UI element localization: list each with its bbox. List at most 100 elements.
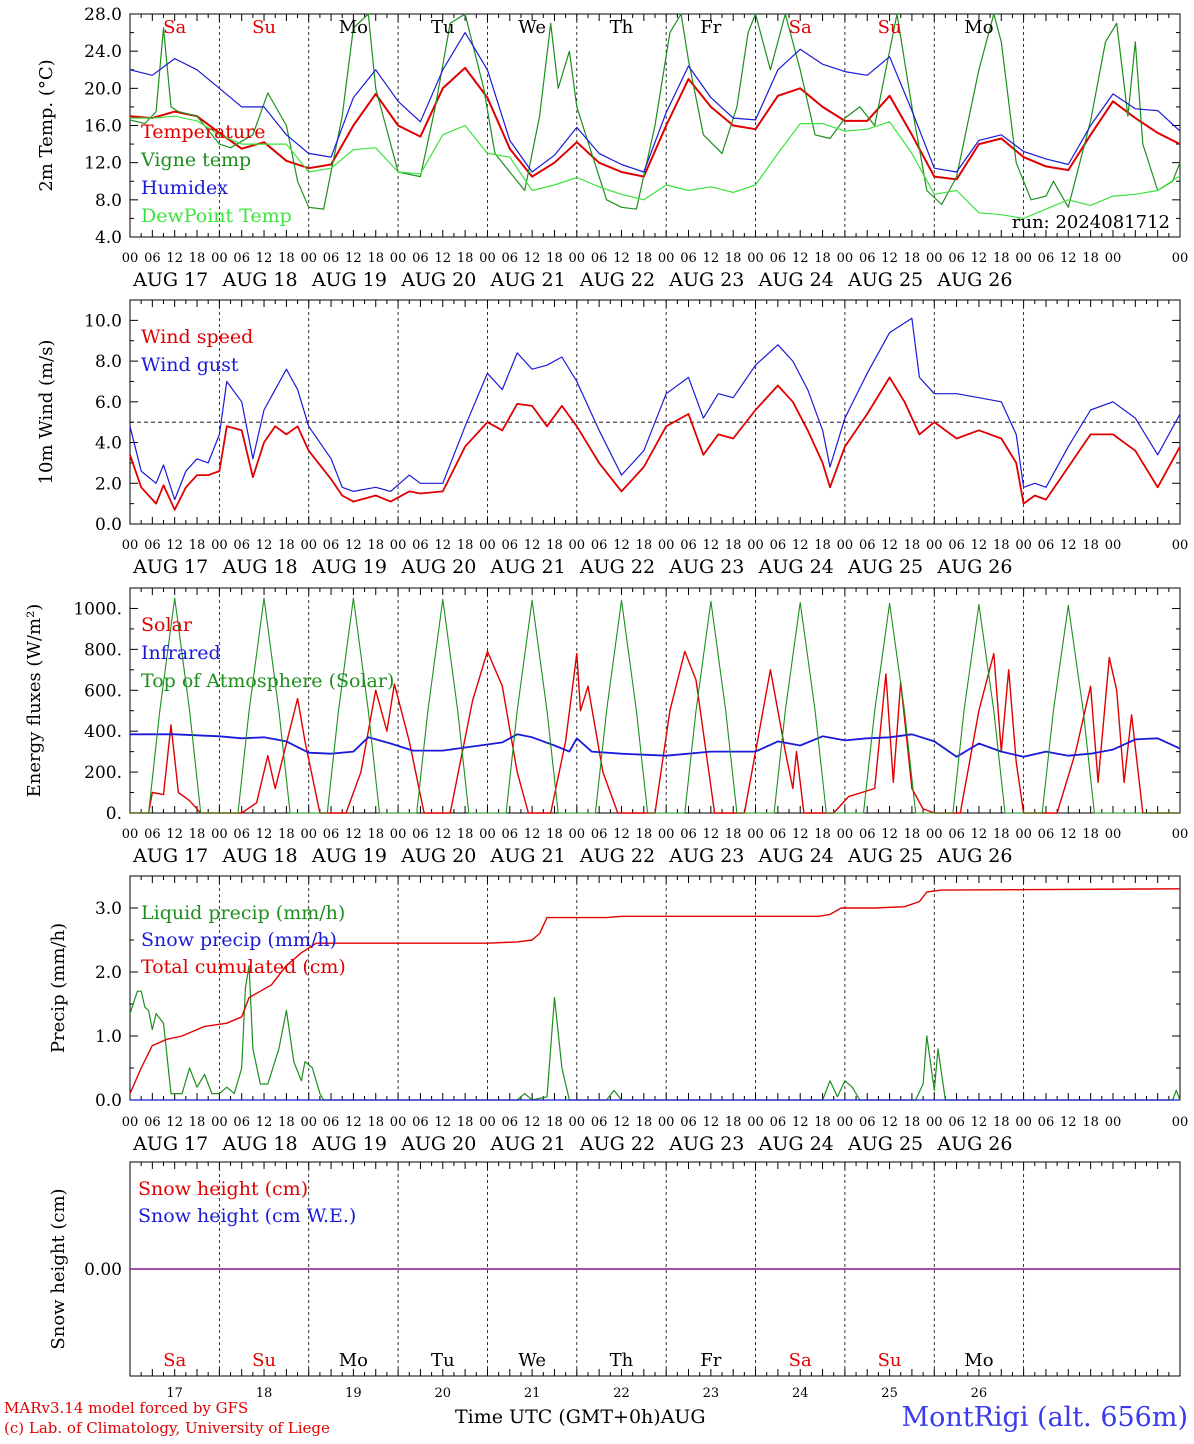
- x-date-label: AUG 24: [758, 269, 834, 291]
- x-hour-label: 00: [747, 827, 764, 842]
- x-date-label: AUG 19: [311, 1133, 387, 1155]
- x-date-label: AUG 25: [847, 845, 923, 867]
- x-hour-label: 18: [189, 827, 206, 842]
- x-date-label: AUG 21: [490, 845, 566, 867]
- x-hour-label: 12: [1060, 251, 1077, 266]
- x-date-label: AUG 18: [221, 845, 297, 867]
- x-date-label: AUG 18: [221, 1133, 297, 1155]
- x-hour-label: 12: [792, 1115, 809, 1130]
- y-axis-title-temperature: 2m Temp. (°C): [36, 59, 57, 191]
- station-name: MontRigi (alt. 656m): [901, 1402, 1188, 1433]
- x-hour-label: 18: [725, 1115, 742, 1130]
- x-hour-label: 00: [658, 251, 675, 266]
- x-hour-label: 18: [904, 827, 921, 842]
- run-label: run: 2024081712: [1012, 212, 1170, 233]
- x-date-label: AUG 22: [579, 269, 655, 291]
- x-hour-label: 18: [367, 538, 384, 553]
- x-date-label: AUG 23: [668, 269, 744, 291]
- legend-entry: Infrared: [141, 642, 221, 664]
- x-hour-label: 00: [837, 538, 854, 553]
- x-hour-label: 18: [993, 1115, 1010, 1130]
- x-hour-label: 18: [636, 538, 653, 553]
- weekday-label: Mo: [339, 17, 368, 38]
- x-hour-label: 00: [658, 1115, 675, 1130]
- x-hour-label: 00: [1105, 538, 1122, 553]
- x-hour-label: 12: [524, 538, 541, 553]
- x-hour-label: 18: [1082, 827, 1099, 842]
- x-hour-label: 06: [680, 827, 697, 842]
- x-hour-label: 06: [144, 1115, 161, 1130]
- series-line-humidex: [129, 32, 1181, 173]
- time-axis-label: Time UTC (GMT+0h): [455, 1406, 661, 1428]
- x-hour-label: 18: [636, 251, 653, 266]
- legend-entry: Vigne temp: [140, 149, 251, 171]
- y-tick-label: 2.0: [95, 963, 122, 983]
- y-tick-label: 8.0: [95, 191, 122, 211]
- x-hour-label: 06: [412, 251, 429, 266]
- x-hour-label: 18: [278, 251, 295, 266]
- x-hour-label: 00: [1015, 538, 1032, 553]
- x-hour-label: 00: [1015, 1115, 1032, 1130]
- x-hour-label: 06: [680, 251, 697, 266]
- day-number-label: 17: [166, 1386, 183, 1401]
- x-hour-label: 06: [591, 538, 608, 553]
- x-date-label: AUG 20: [400, 1133, 476, 1155]
- y-tick-label: 200.: [84, 763, 122, 783]
- x-hour-label: 12: [792, 538, 809, 553]
- x-hour-label: 06: [502, 538, 519, 553]
- x-hour-label: 12: [971, 251, 988, 266]
- legend-entry: Total cumulated (cm): [141, 956, 346, 978]
- series-line-vigne-temp: [129, 13, 1181, 210]
- x-hour-label: 00: [1105, 827, 1122, 842]
- x-hour-label: 18: [993, 827, 1010, 842]
- legend-entry: Snow height (cm): [138, 1178, 308, 1200]
- x-hour-label: 06: [1038, 1115, 1055, 1130]
- x-hour-label: 00: [658, 827, 675, 842]
- x-hour-label: 12: [881, 538, 898, 553]
- x-hour-label: 12: [256, 251, 273, 266]
- x-hour-label: 18: [189, 538, 206, 553]
- panel-frame-energy: [129, 587, 1181, 814]
- x-hour-label: 18: [1082, 1115, 1099, 1130]
- x-hour-label: 12: [1060, 1115, 1077, 1130]
- x-date-label: AUG 23: [668, 556, 744, 578]
- legend-entry: Snow precip (mm/h): [141, 929, 337, 951]
- x-date-label: AUG 25: [847, 269, 923, 291]
- x-hour-label: 18: [725, 251, 742, 266]
- x-hour-label: 12: [434, 1115, 451, 1130]
- x-hour-label: 00: [1105, 1115, 1122, 1130]
- weekday-label: Sa: [789, 17, 812, 38]
- x-hour-label: 00: [569, 251, 586, 266]
- x-hour-label: 00: [569, 538, 586, 553]
- x-hour-label: 00: [479, 827, 496, 842]
- x-date-label: AUG 20: [400, 845, 476, 867]
- x-hour-label: 18: [636, 827, 653, 842]
- x-hour-label: 06: [233, 827, 250, 842]
- x-hour-label: 00: [300, 827, 317, 842]
- time-axis-title: Time UTC (GMT+0h)AUG: [455, 1406, 706, 1428]
- x-hour-label: 06: [948, 538, 965, 553]
- weekday-label: Su: [252, 17, 276, 38]
- weekday-label: Mo: [964, 17, 993, 38]
- y-tick-label: 3.0: [95, 899, 122, 919]
- x-hour-label: 18: [993, 538, 1010, 553]
- x-hour-label: 12: [1060, 538, 1077, 553]
- weekday-label-bottom: Th: [610, 1350, 634, 1371]
- series-line-total-cumulated-cm-: [129, 888, 1181, 1094]
- x-hour-label: 06: [948, 1115, 965, 1130]
- x-hour-label: 06: [233, 538, 250, 553]
- day-number-label: 18: [256, 1386, 273, 1401]
- x-hour-label: 12: [613, 1115, 630, 1130]
- x-hour-label: 12: [881, 1115, 898, 1130]
- x-hour-label: 06: [680, 538, 697, 553]
- x-hour-label: 18: [367, 251, 384, 266]
- x-date-label: AUG 21: [490, 269, 566, 291]
- y-tick-label: 10.0: [84, 311, 122, 331]
- x-hour-label: 06: [323, 1115, 340, 1130]
- x-hour-label: 06: [859, 827, 876, 842]
- x-hour-label: 18: [814, 827, 831, 842]
- x-hour-label: 12: [703, 1115, 720, 1130]
- x-hour-label: 00: [479, 1115, 496, 1130]
- x-hour-label: 00: [926, 538, 943, 553]
- lab-credit: (c) Lab. of Climatology, University of L…: [4, 1419, 330, 1437]
